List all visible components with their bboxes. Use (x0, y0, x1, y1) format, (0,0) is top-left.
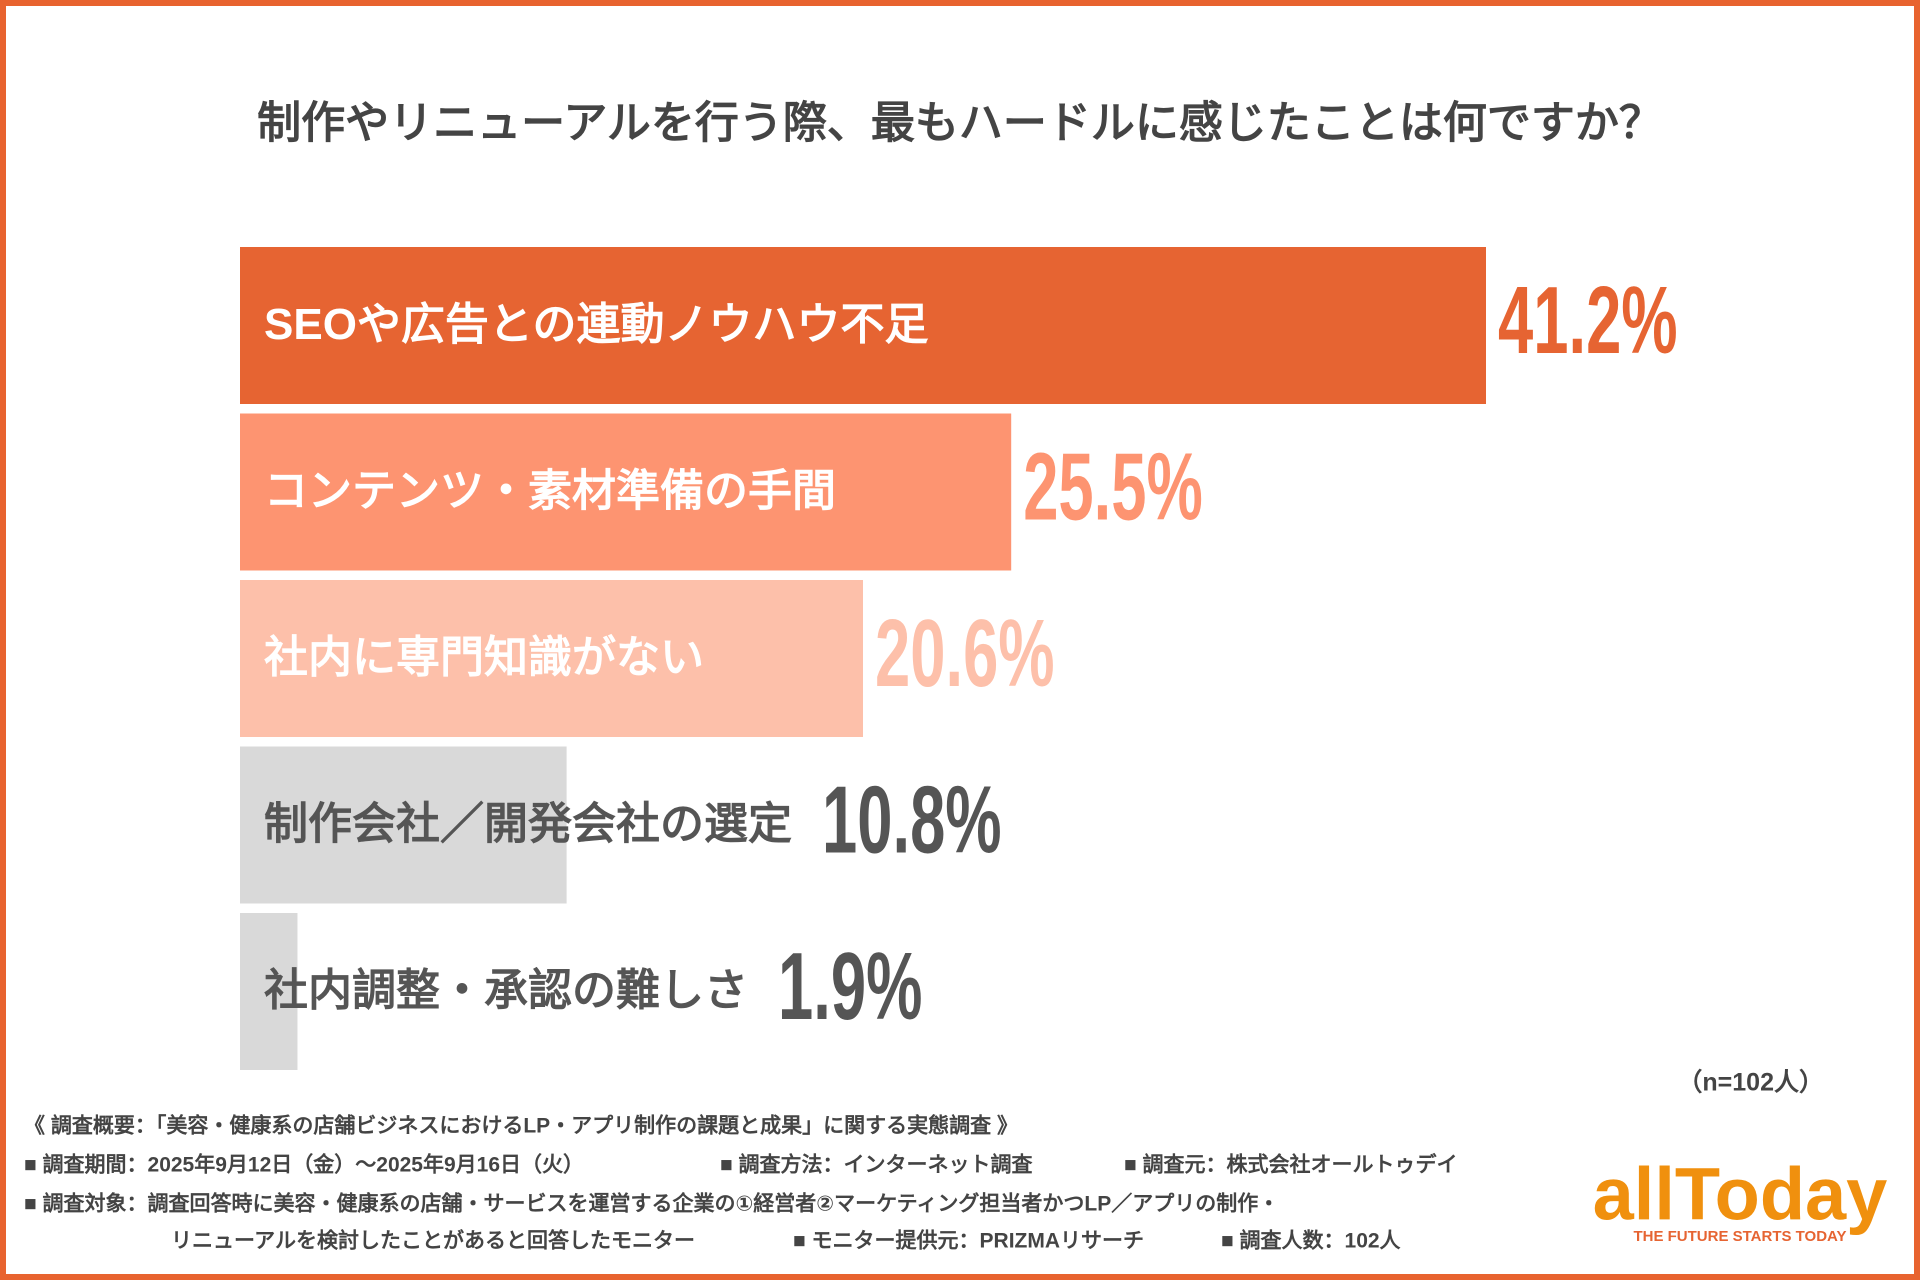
value-label: 41.2% (1498, 267, 1678, 374)
footer-text: ■ モニター提供元：PRIZMAリサーチ (793, 1229, 1144, 1253)
footer-text: ■ 調査方法：インターネット調査 (720, 1153, 1033, 1177)
bar (240, 413, 1012, 571)
footer-text: ■ 調査期間：2025年9月12日（金）〜2025年9月16日（火） (24, 1153, 584, 1177)
category-label: 社内に専門知識がない (264, 633, 704, 682)
footer-text: ■ 調査元：株式会社オールトゥデイ (1124, 1153, 1458, 1177)
bar (240, 580, 863, 737)
logo-tagline: THE FUTURE STARTS TODAY (1633, 1228, 1846, 1245)
footer-text: ■ 調査人数：102人 (1221, 1229, 1401, 1253)
sample-note: （n=102人） (1677, 1068, 1824, 1097)
bar (240, 746, 567, 904)
category-label: コンテンツ・素材準備の手間 (264, 467, 836, 516)
footer-text: リニューアルを検討したことがあると回答したモニター (171, 1229, 695, 1253)
chart-title: 制作やリニューアルを行う際、最もハードルに感じたことは何ですか？ (257, 99, 1663, 148)
footer-text: 《 調査概要：「美容・健康系の店舗ビジネスにおけるLP・アプリ制作の課題と成果」… (24, 1114, 1018, 1138)
bar (240, 913, 298, 1070)
footer-text: ■ 調査対象：調査回答時に美容・健康系の店舗・サービスを運営する企業の①経営者②… (24, 1192, 1279, 1216)
category-label: 社内調整・承認の難しさ (264, 966, 748, 1015)
logo: allToday (1593, 1153, 1888, 1236)
value-label: 1.9% (778, 933, 922, 1040)
category-label: 制作会社／開発会社の選定 (264, 800, 792, 849)
bar (240, 247, 1486, 404)
value-label: 25.5% (1023, 433, 1203, 540)
value-label: 20.6% (875, 600, 1055, 707)
category-label: SEOや広告との連動ノウハウ不足 (264, 300, 928, 349)
value-label: 10.8% (822, 766, 1002, 873)
